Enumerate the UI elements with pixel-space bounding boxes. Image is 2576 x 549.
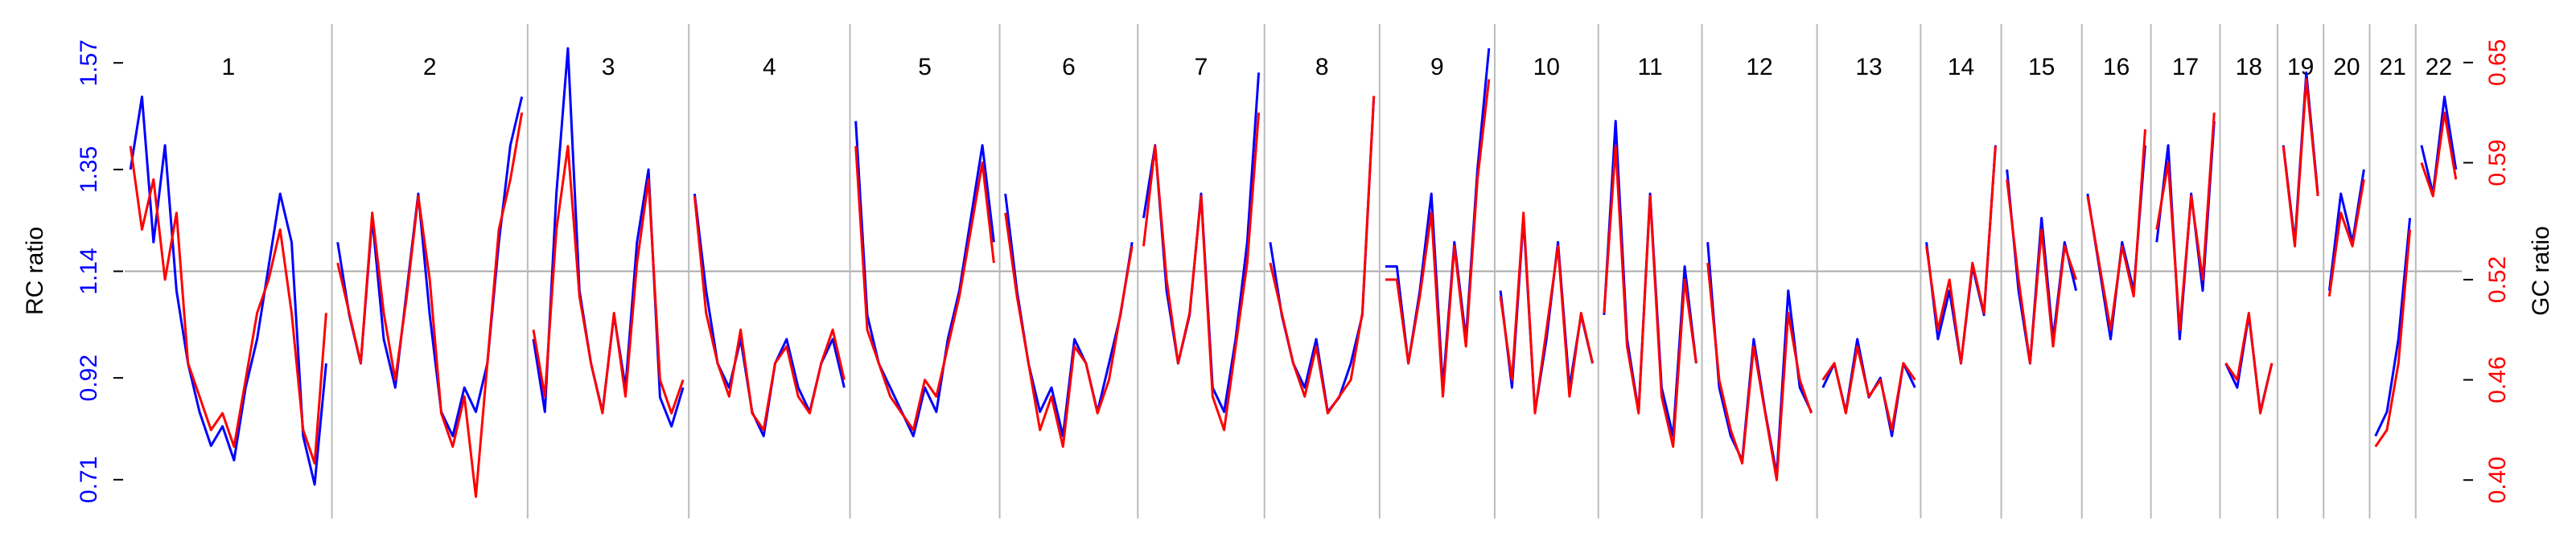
chromosome-label: 21 xyxy=(2379,54,2405,80)
y2-tick-label: 0.59 xyxy=(2484,139,2511,186)
chromosome-label: 19 xyxy=(2287,54,2314,80)
gc-line xyxy=(1706,262,1813,481)
rc-line xyxy=(1142,72,1261,413)
y2-tick-label: 0.65 xyxy=(2484,39,2511,86)
gc-line xyxy=(854,145,995,432)
gc-line xyxy=(2086,129,2146,331)
y2-tick-label: 0.46 xyxy=(2484,356,2511,403)
chromosome-label: 12 xyxy=(1746,54,1772,80)
chromosome-label: 7 xyxy=(1195,54,1208,80)
gc-line xyxy=(1004,212,1134,449)
rc-line xyxy=(1499,216,1595,413)
y-tick-label: 0.92 xyxy=(76,354,102,401)
rc-line xyxy=(1821,338,1916,437)
chromosome-label: 1 xyxy=(221,54,235,80)
rc-line xyxy=(2420,95,2458,195)
gc-line xyxy=(2282,78,2319,248)
chromosome-label: 15 xyxy=(2028,54,2055,80)
gc-line xyxy=(693,195,846,432)
chromosome-label: 22 xyxy=(2426,54,2452,80)
gc-line xyxy=(336,112,524,498)
gc-line xyxy=(532,145,685,415)
gc-line xyxy=(2006,179,2078,365)
y2-axis-label: GC ratio xyxy=(2528,226,2554,316)
gc-line xyxy=(1499,211,1595,415)
chromosome-label: 18 xyxy=(2236,54,2262,80)
rc-line xyxy=(2374,218,2412,437)
chromosome-label: 10 xyxy=(1533,54,1560,80)
chromosome-label: 2 xyxy=(423,54,437,80)
rc-line xyxy=(336,96,524,437)
chromosome-label: 17 xyxy=(2172,54,2199,80)
chromosome-label: 3 xyxy=(602,54,615,80)
rc-line xyxy=(1385,47,1491,389)
gc-line xyxy=(1821,345,1916,432)
y-tick-label: 0.71 xyxy=(76,457,102,503)
gc-line xyxy=(2420,111,2458,198)
chromosome-label: 5 xyxy=(918,54,932,80)
gc-line xyxy=(1269,96,1376,415)
gc-line xyxy=(2327,178,2365,297)
y2-tick-label: 0.52 xyxy=(2484,256,2511,303)
gc-line xyxy=(2155,112,2216,331)
gc-line xyxy=(1925,145,1997,365)
chromosome-label: 4 xyxy=(763,54,776,80)
rc-line xyxy=(129,95,327,486)
rc-line xyxy=(1269,96,1376,413)
gc-line xyxy=(2224,311,2274,415)
rc-line xyxy=(1925,145,1997,365)
chromosome-label: 20 xyxy=(2333,54,2360,80)
chromosome-label: 9 xyxy=(1430,54,1444,80)
gc-line xyxy=(1142,112,1261,432)
y-axis-label: RC ratio xyxy=(22,227,48,315)
y-tick-label: 1.35 xyxy=(76,146,102,193)
y2-tick-label: 0.40 xyxy=(2484,457,2511,503)
chromosome-label: 16 xyxy=(2103,54,2130,80)
gc-line xyxy=(1385,79,1491,398)
chromosome-label: 8 xyxy=(1315,54,1329,80)
y-tick-label: 1.14 xyxy=(76,248,102,294)
gc-line xyxy=(1603,145,1697,449)
rc-line xyxy=(854,121,995,437)
chromosome-label: 6 xyxy=(1062,54,1076,80)
y-tick-label: 1.57 xyxy=(76,39,102,86)
chromosome-label: 14 xyxy=(1948,54,1974,80)
chromosome-label: 13 xyxy=(1855,54,1882,80)
gc-line xyxy=(129,145,327,465)
chromosome-label: 11 xyxy=(1638,54,1663,80)
gc-line xyxy=(2374,229,2412,448)
rc-line xyxy=(2006,169,2078,365)
